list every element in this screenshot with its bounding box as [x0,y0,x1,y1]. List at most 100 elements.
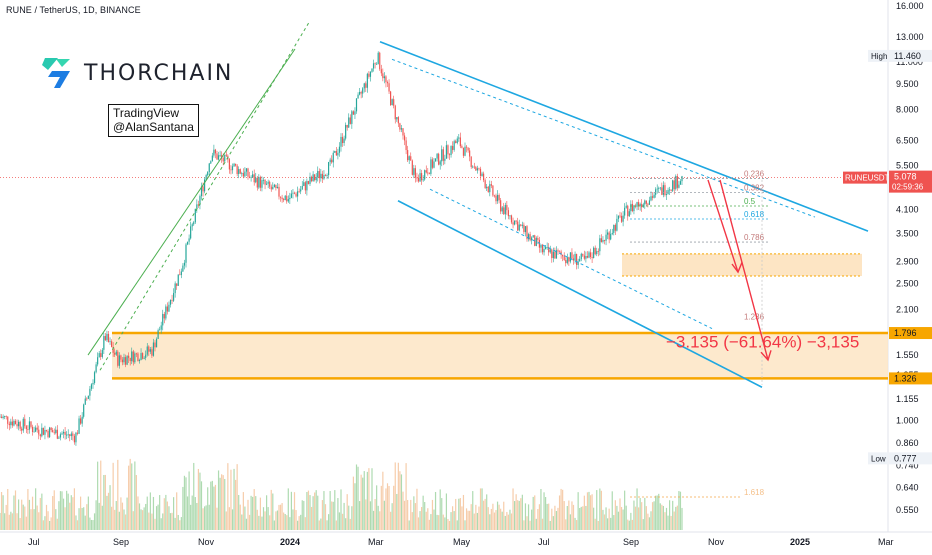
candle-body [624,207,626,216]
candle-body [176,283,178,286]
volume-bar [650,511,652,530]
volume-bar [345,518,347,530]
volume-bar [58,501,60,530]
candle-body [498,194,500,201]
volume-bar [205,505,207,530]
volume-bar [678,491,680,530]
volume-bar [445,493,447,530]
volume-bar [247,499,249,530]
volume-bar [425,511,427,530]
volume-bar [363,471,365,530]
candle-body [199,196,201,205]
candle-body [148,346,150,352]
volume-bar [259,497,261,530]
candle-body [163,313,165,319]
volume-bar [284,513,286,530]
volume-bar [515,494,517,530]
candle-body [560,251,562,255]
candle-body [348,117,350,128]
candle-body [89,388,91,396]
candle-body [52,430,54,433]
volume-bar [484,498,486,530]
candle-body [472,166,474,168]
volume-bar [534,495,536,530]
volume-bar [227,463,229,530]
candle-body [582,253,584,256]
candle-body [427,172,429,174]
volume-bar [317,495,319,530]
candle-body [483,173,485,181]
volume-bar [180,517,182,530]
volume-bar [52,496,54,530]
volume-bar [549,520,551,530]
volume-bar [75,515,77,530]
candle-body [35,427,37,432]
candle-body [489,184,491,193]
volume-bar [11,513,13,530]
volume-bar [569,514,571,530]
volume-bar [597,520,599,530]
volume-bar [101,505,103,530]
volume-bar [126,497,128,530]
candle-body [425,170,427,173]
volume-bar [109,485,111,530]
candle-body [442,149,444,161]
candle-body [61,433,63,435]
volume-bar [566,505,568,530]
volume-bar [70,495,72,530]
y-tick-label: 2.500 [896,279,919,289]
volume-bar [326,520,328,530]
volume-bar [603,514,606,530]
candle-body [276,186,279,189]
candle-body [566,257,568,264]
candle-body [504,205,506,215]
candle-body [7,416,9,424]
volume-bar [424,502,426,530]
credit-line-2: @AlanSantana [113,120,194,134]
candle-body [340,136,342,147]
candle-body [49,427,51,438]
candle-body [138,359,141,362]
volume-bar [430,514,432,530]
bar-countdown: 02:59:36 [892,183,924,192]
volume-bar [382,471,384,530]
volume-bar [151,513,153,530]
candle-body [557,250,559,252]
volume-bar [129,458,131,530]
volume-bar [132,511,134,530]
candle-body [216,153,218,160]
volume-bar [487,507,489,530]
candle-body [202,186,204,192]
candle-body [537,238,539,240]
candle-body [475,166,477,171]
y-tick-label: 1.550 [896,350,919,360]
volume-bar [665,507,668,530]
volume-bar [145,503,147,530]
candle-body [252,174,254,178]
volume-bar [371,468,373,530]
candle-body [605,234,607,241]
volume-bar [38,512,40,530]
candle-body [11,421,13,426]
volume-bar [512,488,514,530]
support-zone [112,333,888,379]
volume-bar [572,504,575,530]
candle-body [515,220,517,222]
candle-body [70,433,72,437]
volume-bar [72,497,74,530]
volume-bar [160,518,162,530]
volume-bar [630,512,632,530]
volume-bar [397,462,399,530]
candle-body [131,351,133,362]
candle-body [159,329,161,331]
candle-body [620,215,623,222]
candle-body [312,174,314,182]
volume-bar [298,516,300,530]
volume-bar [33,509,35,530]
volume-bar [10,511,12,530]
candle-body [235,163,237,166]
volume-bar [605,507,607,530]
candle-body [298,191,300,193]
volume-bar [92,520,94,530]
